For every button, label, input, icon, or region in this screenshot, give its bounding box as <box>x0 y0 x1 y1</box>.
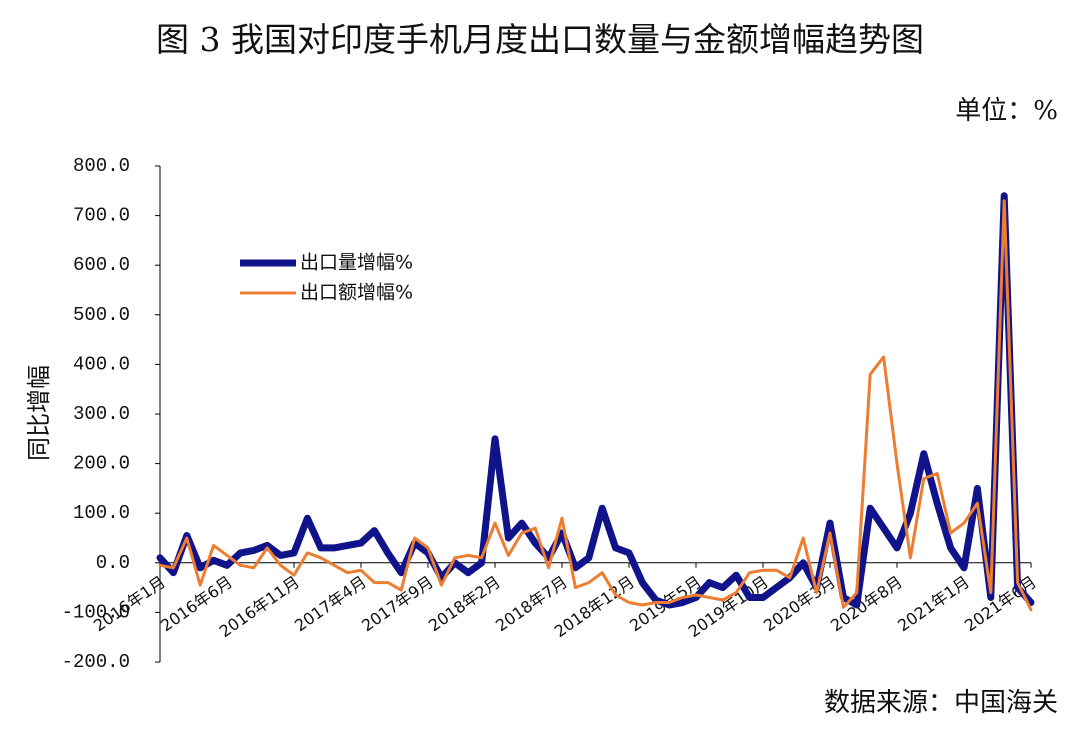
series-line <box>156 192 1035 609</box>
x-tick-label: 2017年4月 <box>291 572 370 635</box>
x-tick-label: 2018年2月 <box>425 572 504 635</box>
unit-label: 单位：% <box>955 96 1058 126</box>
y-tick-label: 100.0 <box>73 502 130 524</box>
y-tick-label: 200.0 <box>73 453 130 475</box>
y-tick-label: 700.0 <box>73 205 130 227</box>
y-tick-label: 600.0 <box>73 254 130 276</box>
x-tick-label: 2020年3月 <box>760 572 839 635</box>
y-axis-label: 同比增幅 <box>25 365 53 461</box>
legend-label: 出口量增幅% <box>300 252 413 274</box>
chart-title: 图 3 我国对印度手机月度出口数量与金额增幅趋势图 <box>156 20 924 59</box>
y-tick-label: 800.0 <box>73 155 130 177</box>
y-tick-label: -200.0 <box>62 651 130 673</box>
y-tick-label: -100.0 <box>62 601 130 623</box>
y-tick-label: 0.0 <box>96 552 130 574</box>
y-tick-label: 500.0 <box>73 304 130 326</box>
series-line <box>158 199 1033 612</box>
y-tick-label: 300.0 <box>73 403 130 425</box>
y-tick-label: 400.0 <box>73 353 130 375</box>
source-note: 数据来源：中国海关 <box>824 688 1058 718</box>
x-tick-label: 2017年9月 <box>358 572 437 635</box>
legend-label: 出口额增幅% <box>300 282 413 304</box>
x-tick-label: 2021年1月 <box>894 572 973 635</box>
